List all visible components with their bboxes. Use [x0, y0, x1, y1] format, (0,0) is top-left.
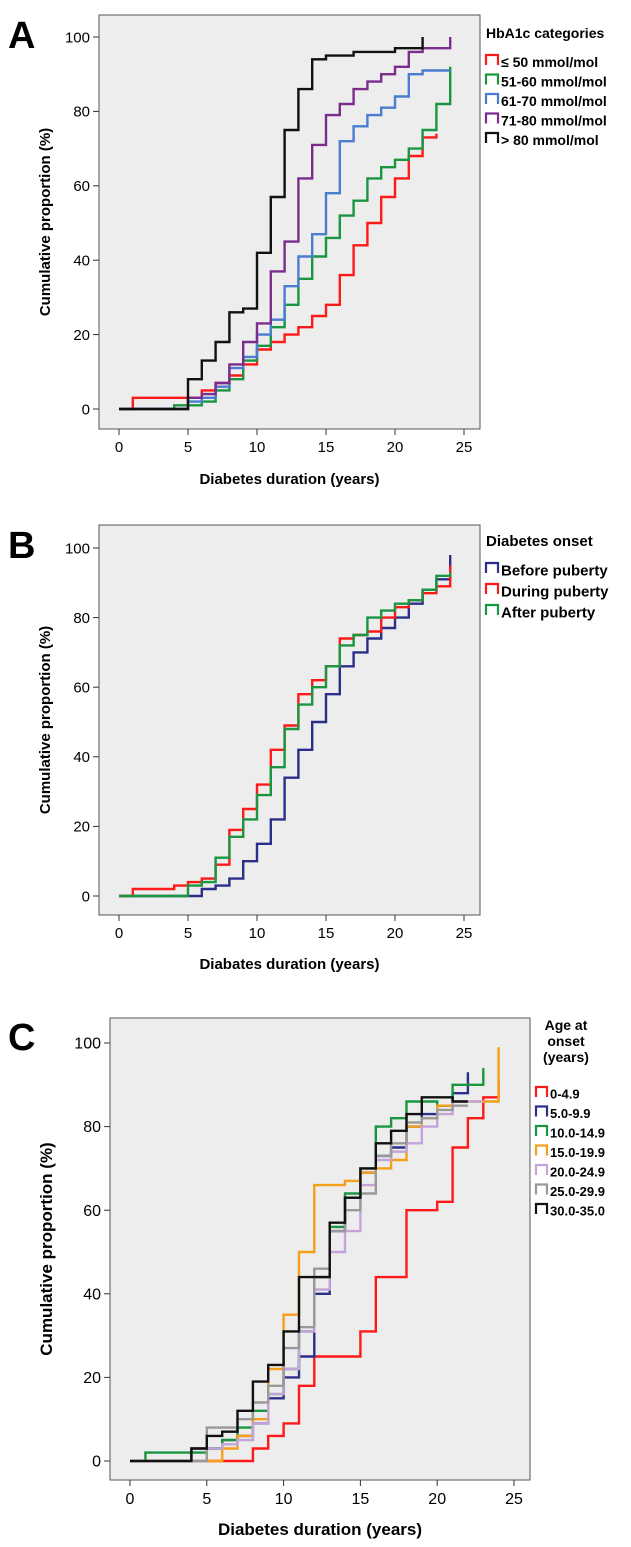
x-tick-label: 20: [387, 439, 404, 456]
legend-label: 30.0-35.0: [550, 1204, 605, 1219]
x-tick-label: 0: [115, 925, 123, 942]
y-tick-label: 60: [73, 178, 90, 195]
y-tick-label: 100: [65, 29, 90, 46]
y-tick-label: 80: [73, 610, 90, 627]
legend-swatch: [534, 1202, 549, 1214]
x-tick-label: 25: [456, 925, 473, 942]
legend-label: 0-4.9: [550, 1087, 580, 1102]
y-tick-label: 100: [65, 540, 90, 557]
y-axis-title: Cumulative proportion (%): [37, 626, 54, 814]
legend-label: 20.0-24.9: [550, 1165, 605, 1180]
panel-letter: A: [8, 15, 35, 57]
legend-swatch: [484, 582, 500, 594]
legend-label: > 80 mmol/mol: [501, 132, 599, 148]
series-line-3: [119, 572, 452, 898]
y-tick-label: 40: [73, 252, 90, 269]
legend-swatch: [534, 1124, 549, 1136]
y-tick-label: 0: [82, 401, 90, 418]
legend-swatch: [484, 112, 500, 124]
legend-label: 61-70 mmol/mol: [501, 93, 607, 109]
y-tick-label: 60: [83, 1203, 101, 1220]
legend: Diabetes onset Before puberty During puber…: [484, 533, 609, 621]
x-axis-title: Diabetes duration (years): [218, 1520, 422, 1539]
y-tick-label: 0: [92, 1454, 101, 1471]
y-tick-label: 20: [83, 1370, 101, 1387]
y-tick-label: 0: [82, 888, 90, 905]
x-tick-label: 10: [249, 439, 266, 456]
y-axis-title: Cumulative proportion (%): [37, 128, 54, 316]
legend-swatch: [484, 603, 500, 615]
legend-label: After puberty: [501, 604, 596, 621]
x-tick-label: 10: [275, 1491, 293, 1508]
chart-panel-b: B 0 5 10 15 20 25 0 20 40 60 80 100 Diabates duration…: [8, 524, 609, 973]
series-line-3: [119, 69, 451, 411]
panel-letter: B: [8, 525, 35, 567]
legend-label: 5.0-9.9: [550, 1106, 590, 1121]
legend-label: 25.0-29.9: [550, 1184, 605, 1199]
plot-area: [98, 524, 481, 916]
x-tick-label: 25: [456, 439, 473, 456]
legend-label: Before puberty: [501, 562, 608, 579]
x-tick-label: 15: [318, 925, 335, 942]
y-tick-label: 20: [73, 819, 90, 836]
series-line-1: [130, 1080, 500, 1463]
x-tick-label: 5: [202, 1491, 211, 1508]
series-line-4: [119, 37, 452, 411]
y-tick-label: 80: [73, 104, 90, 121]
x-tick-label: 5: [184, 439, 192, 456]
series-line-7: [130, 1096, 468, 1463]
legend-swatch: [534, 1105, 549, 1117]
legend-swatch: [484, 53, 500, 65]
panel-letter: C: [8, 1017, 35, 1059]
x-tick-label: 20: [428, 1491, 446, 1508]
legend-swatch: [484, 131, 500, 143]
chart-panel-a: A 0 5 10 15 20 25 0 20 40 60 80 100 Diabetes duration…: [8, 14, 607, 488]
y-tick-label: 40: [83, 1286, 101, 1303]
legend-swatch: [484, 73, 500, 85]
legend-label: During puberty: [501, 583, 609, 600]
legend-title: Diabetes onset: [486, 533, 593, 550]
x-tick-label: 10: [249, 925, 266, 942]
chart-panel-c: C 0 5 10 15 20 25 0 20 40 60 80 100 Diabetes duration…: [8, 1017, 605, 1539]
legend-swatch: [534, 1183, 549, 1195]
legend-label: 15.0-19.9: [550, 1145, 605, 1160]
legend: Age at onset (years) 0-4.9 5.0-9.9 10.0-14.9 1…: [534, 1017, 605, 1219]
x-tick-label: 20: [387, 925, 404, 942]
x-axis-title: Diabetes duration (years): [199, 471, 379, 488]
y-axis-title: Cumulative proportion (%): [37, 1142, 56, 1355]
legend-label: 51-60 mmol/mol: [501, 73, 607, 89]
legend-swatch: [534, 1163, 549, 1175]
series-line-1: [119, 555, 452, 898]
x-tick-label: 15: [318, 439, 335, 456]
legend-swatch: [534, 1144, 549, 1156]
y-tick-label: 40: [73, 749, 90, 766]
legend-title: HbA1c categories: [486, 25, 604, 41]
x-tick-label: 25: [505, 1491, 523, 1508]
x-tick-label: 0: [126, 1491, 135, 1508]
legend-title-line: (years): [543, 1049, 589, 1065]
legend-title: Age at onset (years): [543, 1017, 589, 1065]
legend-label: 71-80 mmol/mol: [501, 112, 607, 128]
legend-label: ≤ 50 mmol/mol: [501, 54, 598, 70]
plot-area: [98, 14, 481, 430]
legend-swatch: [484, 561, 500, 573]
series-line-5: [119, 37, 424, 411]
x-tick-label: 5: [184, 925, 192, 942]
legend-title-line: onset: [547, 1033, 585, 1049]
legend-swatch: [484, 92, 500, 104]
legend-title-line: Age at: [545, 1017, 588, 1033]
y-tick-label: 100: [74, 1036, 101, 1053]
y-tick-label: 80: [83, 1119, 101, 1136]
legend-label: 10.0-14.9: [550, 1126, 605, 1141]
x-axis-title: Diabates duration (years): [199, 956, 379, 973]
x-tick-label: 15: [352, 1491, 370, 1508]
y-tick-label: 20: [73, 327, 90, 344]
y-tick-label: 60: [73, 679, 90, 696]
legend-swatch: [534, 1085, 549, 1097]
plot-area: [109, 1017, 531, 1481]
x-tick-label: 0: [115, 439, 123, 456]
legend: HbA1c categories ≤ 50 mmol/mol 51-60 mmol/…: [484, 25, 607, 148]
